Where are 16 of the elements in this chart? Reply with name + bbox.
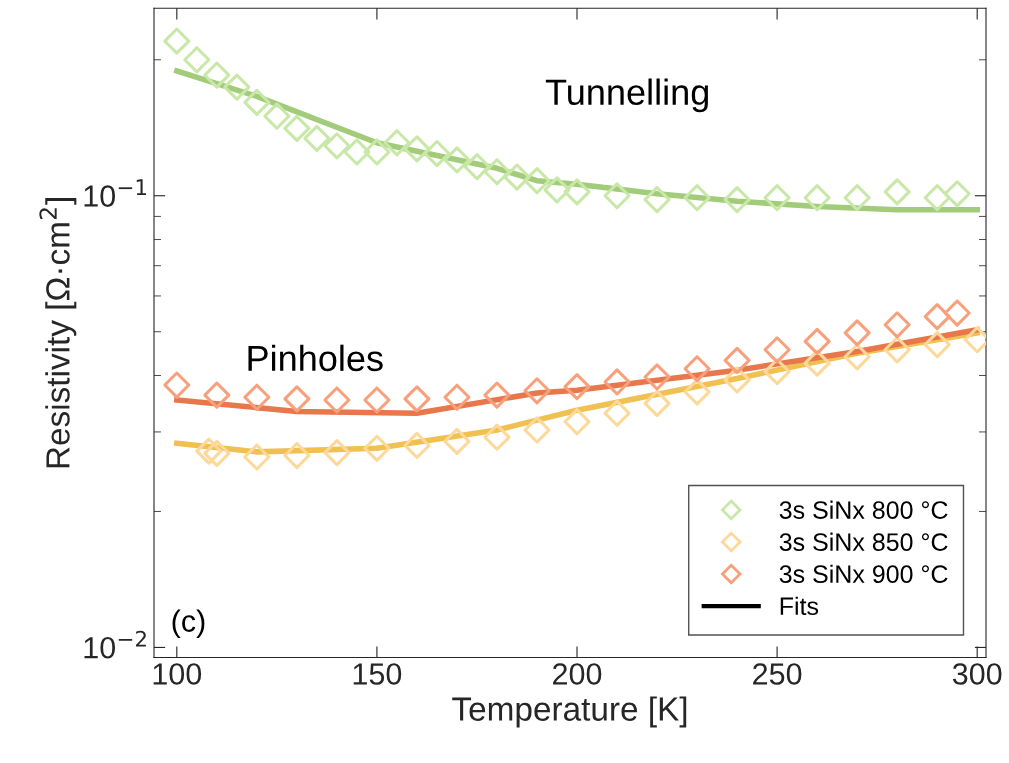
annotation: (c): [172, 609, 205, 639]
x-tick-label: 200: [553, 663, 602, 685]
x-tick-label: 150: [353, 663, 402, 685]
legend-label: 3s SiNx 800 °C: [779, 500, 948, 519]
legend-label: Fits: [780, 596, 819, 616]
legend-label: 3s SiNx 850 °C: [779, 532, 948, 551]
annotation: Tunnelling: [545, 78, 708, 113]
annotation: Pinholes: [248, 344, 383, 372]
y-axis-title: Resistivity [Ω·cm$^{2}$]: [39, 198, 77, 468]
y-tick-label: 10$^{−1}$: [84, 179, 147, 207]
x-tick-label: 250: [753, 663, 802, 685]
x-axis-title: Temperature [K]: [452, 696, 687, 728]
legend-label: 3s SiNx 900 °C: [779, 564, 948, 583]
y-tick-label: 10$^{−2}$: [84, 630, 146, 659]
x-tick-label: 300: [952, 663, 1002, 685]
x-tick-label: 100: [153, 663, 202, 685]
